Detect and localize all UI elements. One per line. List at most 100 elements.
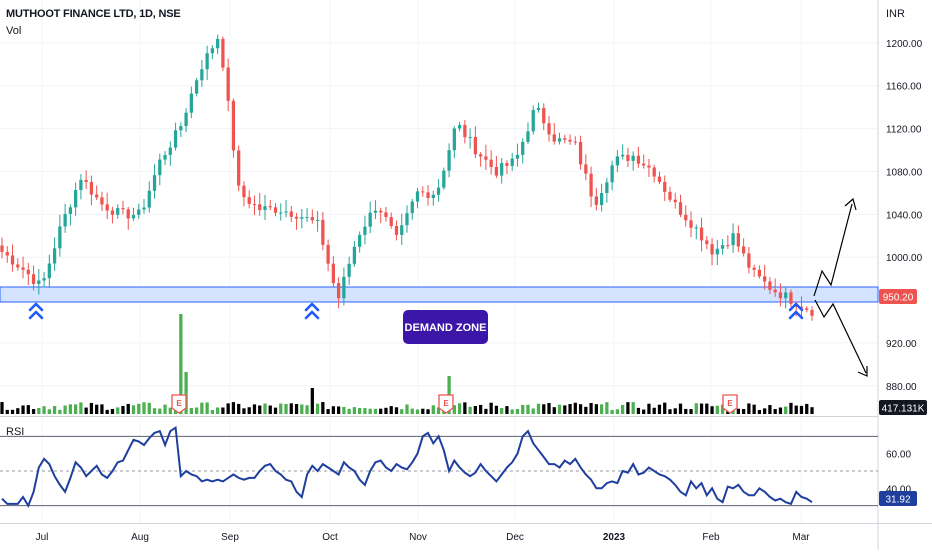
volume-bar — [589, 403, 593, 414]
volume-bar — [763, 408, 767, 414]
candle-body — [715, 248, 719, 255]
volume-bar — [210, 409, 215, 414]
volume-bar — [552, 407, 556, 414]
volume-bar — [58, 409, 62, 414]
candle-body — [405, 213, 409, 226]
chevron-up-icon — [28, 310, 44, 320]
volume-bar — [610, 409, 614, 414]
time-tick-label: Oct — [322, 532, 338, 543]
volume-bar — [736, 408, 740, 414]
chevron-up-icon — [788, 302, 804, 312]
candle-body — [515, 154, 520, 159]
candle-body — [142, 207, 146, 210]
candle-body — [279, 212, 283, 214]
candle-body — [247, 197, 251, 204]
volume-bar — [621, 404, 625, 414]
candle-body — [21, 267, 25, 270]
volume-bar — [805, 403, 809, 414]
candle-body — [58, 226, 62, 249]
volume-bar — [657, 404, 662, 414]
volume-bar — [389, 406, 393, 414]
candle-body — [631, 155, 635, 161]
volume-bar — [631, 402, 635, 414]
candle-body — [763, 276, 767, 282]
volume-bar — [394, 407, 399, 414]
demand-zone-band — [0, 286, 879, 303]
price-tick-label: 1080.00 — [886, 167, 923, 178]
volume-bar — [168, 407, 172, 414]
candle-body — [426, 192, 430, 198]
candle-body — [158, 159, 162, 176]
candle-body — [463, 125, 467, 138]
volume-bar — [331, 406, 335, 414]
candle-body — [468, 136, 472, 138]
candle-body — [315, 219, 320, 221]
chevron-up-icon — [304, 302, 320, 312]
candle-body — [394, 226, 399, 235]
candle-body — [268, 206, 272, 208]
volume-bar — [147, 402, 151, 414]
volume-bar — [720, 404, 725, 414]
volume-bar — [152, 408, 157, 414]
volume-legend-label[interactable]: Vol — [6, 25, 22, 37]
volume-bar — [663, 402, 667, 414]
candle-body — [689, 220, 693, 228]
volume-bar — [452, 405, 456, 414]
rsi-legend-label[interactable]: RSI — [6, 426, 25, 438]
candle-body — [242, 185, 246, 198]
candle-body — [531, 109, 535, 132]
volume-bar — [421, 408, 425, 414]
volume-bar — [573, 402, 577, 414]
candle-body — [678, 202, 683, 215]
candle-body — [705, 240, 709, 245]
candle-body — [652, 167, 656, 177]
candle-body — [331, 263, 335, 284]
volume-bar — [500, 408, 504, 414]
volume-bar — [100, 404, 104, 414]
candle-body — [84, 179, 88, 182]
volume-bar — [279, 403, 283, 414]
bullish-arrowhead-icon — [844, 197, 857, 211]
volume-bar — [21, 405, 25, 414]
volume-bar — [789, 402, 793, 414]
candle-body — [673, 199, 677, 203]
candle-body — [484, 156, 488, 160]
candle-body — [778, 292, 783, 299]
candle-body — [110, 210, 115, 215]
last-price-badge-bg — [879, 289, 917, 304]
volume-bar — [684, 408, 688, 414]
candle-body — [89, 181, 94, 195]
volume-bar — [63, 405, 67, 414]
candle-body — [263, 206, 267, 211]
volume-bar — [699, 403, 704, 414]
volume-bar — [431, 405, 435, 414]
price-tick-label: 880.00 — [886, 382, 917, 393]
volume-bar — [352, 407, 357, 414]
candle-body — [252, 203, 257, 205]
volume-bar — [526, 404, 530, 414]
candle-body — [594, 196, 598, 205]
candle-body — [352, 246, 357, 264]
volume-bar — [116, 407, 120, 414]
volume-bar — [200, 402, 204, 414]
candle-body — [473, 136, 478, 155]
volume-bar — [284, 403, 288, 414]
candle-body — [373, 210, 378, 213]
candle-body — [300, 217, 304, 219]
candle-body — [216, 38, 220, 49]
candlestick-series — [0, 34, 814, 321]
last-volume-badge-bg — [879, 400, 927, 415]
volume-bar — [521, 404, 525, 414]
volume-bar — [568, 403, 572, 414]
candle-body — [431, 194, 435, 198]
candle-body — [720, 245, 725, 249]
bearish-projection-line — [814, 299, 867, 374]
volume-bar — [768, 405, 772, 414]
volume-bar — [741, 408, 746, 414]
candle-body — [736, 233, 740, 247]
time-tick-label: 2023 — [603, 532, 626, 543]
candle-body — [379, 210, 383, 213]
candle-body — [542, 107, 546, 124]
symbol-title[interactable]: MUTHOOT FINANCE LTD, 1D, NSE — [6, 8, 181, 20]
